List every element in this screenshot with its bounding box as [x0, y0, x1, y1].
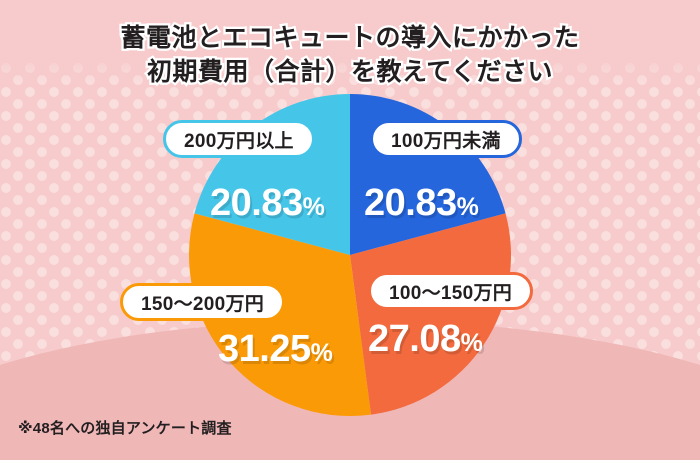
slice-value-number: 31.25	[218, 328, 311, 370]
pie-label-200-and-over: 200万円以上	[163, 120, 315, 158]
survey-footnote: ※48名への独自アンケート調査	[18, 420, 232, 437]
percent-symbol: %	[310, 339, 333, 367]
pie-label-under-100: 100万円未満	[370, 120, 522, 158]
slice-value-under-100: 20.83%	[364, 182, 479, 224]
slice-value-number: 20.83	[364, 182, 457, 224]
pie-label-100-to-150: 100〜150万円	[368, 272, 534, 310]
background-pattern-fade	[0, 52, 700, 86]
percent-symbol: %	[456, 193, 479, 221]
slice-value-number: 20.83	[210, 182, 303, 224]
page-title: 蓄電池とエコキュートの導入にかかった 初期費用（合計）を教えてください	[118, 22, 581, 88]
pie-slice	[350, 213, 511, 415]
slice-value-number: 27.08	[368, 318, 461, 360]
slice-value-150-to-200: 31.25%	[218, 328, 333, 370]
slice-value-200-and-over: 20.83%	[210, 182, 325, 224]
slice-value-100-to-150: 27.08%	[368, 318, 483, 360]
percent-symbol: %	[460, 329, 483, 357]
pie-label-150-to-200: 150〜200万円	[120, 283, 286, 321]
percent-symbol: %	[302, 193, 325, 221]
